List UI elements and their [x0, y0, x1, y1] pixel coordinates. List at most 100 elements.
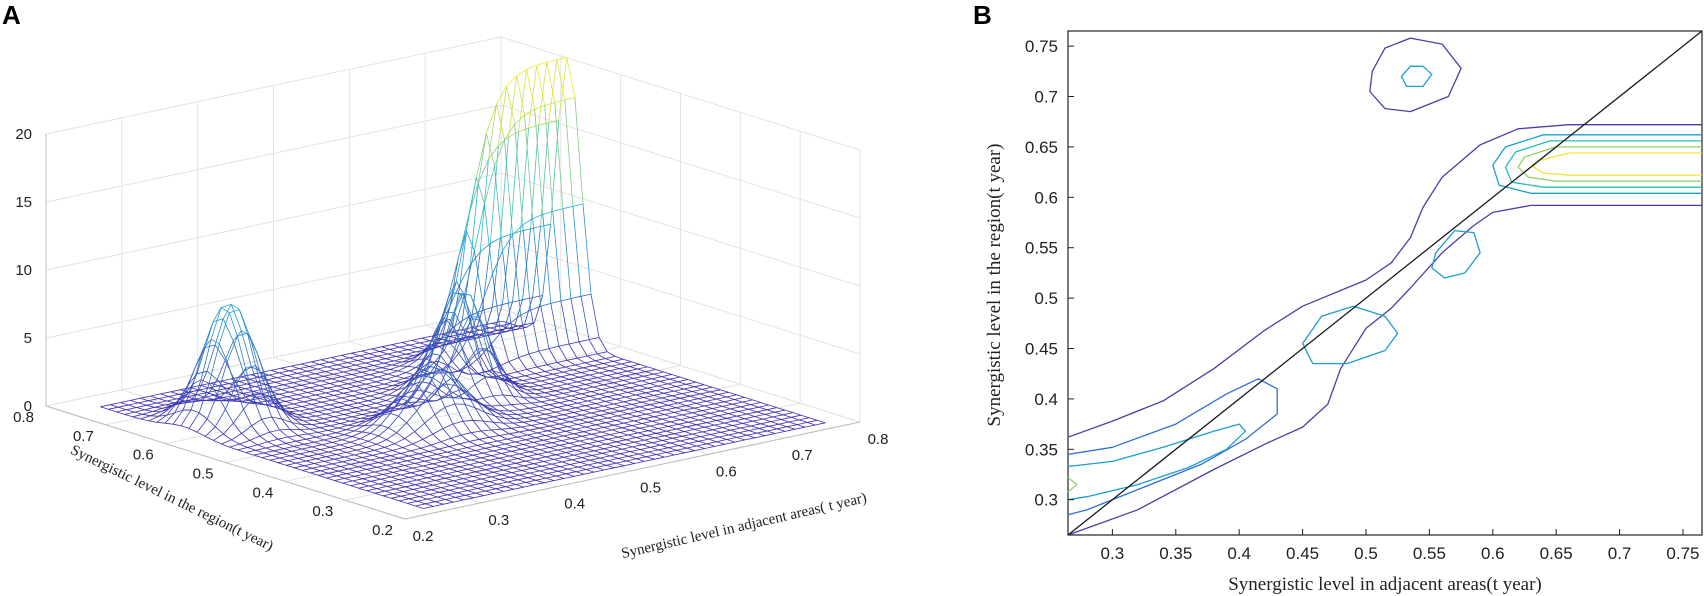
surface-mesh-line — [120, 400, 131, 403]
surface-mesh-line — [605, 379, 614, 384]
surface-mesh-line — [547, 409, 556, 413]
surface-mesh-line — [309, 427, 320, 430]
surface-mesh-line — [343, 392, 353, 397]
surface-mesh-line — [599, 434, 610, 438]
surface-mesh-line — [577, 400, 588, 404]
surface-mesh-line — [487, 483, 498, 487]
surface-mesh-line — [672, 414, 683, 418]
surface-mesh-line — [578, 339, 590, 343]
surface-mesh-line — [605, 358, 614, 362]
surface-mesh-line — [607, 415, 618, 419]
surface-mesh-line — [369, 351, 380, 354]
surface-mesh-line — [588, 462, 599, 466]
surface-mesh-line — [247, 447, 256, 451]
surface-mesh-line — [544, 371, 554, 375]
surface-mesh-line — [367, 378, 377, 383]
surface-mesh-line — [291, 406, 302, 409]
surface-mesh-line — [732, 401, 743, 405]
surface-mesh-line — [243, 409, 252, 426]
surface-mesh-line — [382, 402, 393, 416]
surface-mesh-line — [660, 442, 671, 446]
surface-mesh-line — [543, 459, 554, 462]
surface-mesh-line — [466, 348, 478, 363]
surface-mesh-line — [374, 414, 383, 420]
surface-mesh-line — [402, 447, 411, 452]
surface-mesh-line — [213, 440, 222, 445]
surface-mesh-line — [352, 459, 361, 463]
surface-mesh-line — [108, 408, 117, 413]
surface-mesh-line — [714, 422, 725, 426]
surface-mesh-line — [305, 438, 315, 443]
surface-mesh-line — [202, 321, 214, 350]
surface-mesh-line — [616, 462, 625, 467]
surface-mesh-line — [359, 355, 368, 359]
surface-mesh-line — [366, 488, 377, 492]
surface-mesh-line — [502, 394, 514, 397]
surface-mesh-line — [669, 378, 679, 383]
surface-mesh-line — [516, 371, 525, 377]
surface-mesh-line — [249, 435, 260, 441]
surface-mesh-line — [333, 392, 344, 396]
surface-mesh-line — [551, 397, 562, 401]
panel-b-diagonal-line — [1067, 30, 1703, 536]
surface-mesh-line — [247, 333, 258, 354]
surface-mesh-line — [611, 384, 622, 388]
surface-mesh-line — [449, 283, 461, 306]
surface-mesh-line — [649, 380, 660, 384]
surface-mesh-line — [692, 389, 703, 392]
surface-mesh-line — [253, 454, 262, 458]
surface-mesh-line — [605, 422, 615, 426]
surface-mesh-line — [595, 379, 606, 383]
surface-mesh-line — [621, 382, 632, 386]
surface-mesh-line — [523, 442, 534, 445]
surface-mesh-line — [334, 478, 345, 481]
surface-mesh-line — [617, 394, 626, 398]
surface-mesh-line — [565, 407, 576, 411]
surface-mesh-line — [488, 407, 500, 412]
surface-mesh-line — [331, 420, 341, 424]
surface-mesh-line — [601, 389, 610, 393]
surface-mesh-line — [591, 452, 603, 456]
surface-mesh-line — [522, 397, 532, 404]
surface-mesh-line — [760, 402, 769, 406]
surface-mesh-line — [456, 385, 468, 394]
surface-mesh-line — [629, 408, 639, 412]
surface-mesh-line — [270, 370, 280, 374]
surface-mesh-line — [641, 401, 651, 406]
surface-mesh-line — [503, 301, 513, 330]
surface-mesh-line — [206, 370, 218, 380]
surface-mesh-line — [377, 373, 389, 378]
surface-mesh-line — [395, 375, 405, 379]
surface-mesh-line — [517, 436, 526, 441]
surface-mesh-line — [639, 385, 648, 389]
surface-mesh-line — [736, 394, 745, 398]
surface-mesh-line — [627, 370, 636, 375]
surface-mesh-line — [240, 330, 252, 368]
surface-mesh-line — [452, 420, 464, 425]
surface-mesh-line — [531, 425, 540, 429]
surface-mesh-line — [194, 349, 204, 369]
surface-mesh-line — [492, 304, 503, 308]
surface-mesh-line — [424, 422, 434, 435]
surface-mesh-line — [641, 380, 650, 384]
surface-mesh-line — [646, 435, 655, 439]
surface-mesh-line — [537, 453, 546, 458]
surface-mesh-line — [375, 402, 385, 406]
surface-mesh-line — [762, 416, 773, 420]
surface-mesh-line — [433, 503, 444, 507]
surface-mesh-line — [726, 417, 735, 422]
surface-mesh-line — [615, 375, 626, 379]
surface-mesh-line — [567, 468, 577, 473]
surface-mesh-line — [495, 415, 506, 419]
surface-mesh-line — [625, 373, 636, 377]
surface-mesh-line — [494, 139, 505, 167]
surface-mesh-line — [233, 422, 242, 434]
surface-mesh-line — [444, 403, 456, 408]
surface-mesh-line — [577, 379, 588, 383]
surface-mesh-line — [204, 344, 216, 348]
surface-mesh-line — [362, 414, 371, 417]
surface-mesh-line — [325, 369, 336, 372]
surface-mesh-line — [336, 452, 347, 455]
surface-mesh-line — [465, 492, 476, 496]
surface-mesh-line — [764, 411, 775, 415]
